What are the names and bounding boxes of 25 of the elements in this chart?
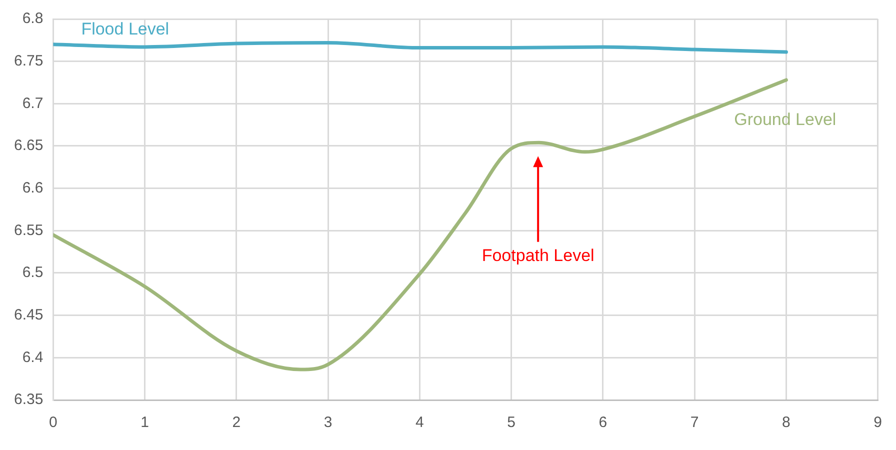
x-tick-label: 5 <box>507 414 516 432</box>
x-tick-label: 1 <box>140 414 149 432</box>
series-label: Flood Level <box>81 20 170 39</box>
x-tick-label: 2 <box>232 414 241 432</box>
series-label: Ground Level <box>734 110 836 130</box>
x-tick-label: 0 <box>49 414 58 432</box>
line-series <box>53 40 788 54</box>
y-tick-label: 6.6 <box>22 179 44 196</box>
line-series <box>53 78 788 372</box>
y-tick-label: 6.8 <box>22 10 44 28</box>
y-tick-label: 6.4 <box>22 348 44 366</box>
y-tick-label: 6.75 <box>14 52 44 70</box>
y-tick-label: 6.35 <box>14 391 44 408</box>
y-tick-label: 6.65 <box>14 137 44 154</box>
x-tick-label: 7 <box>690 414 699 432</box>
annotation: Footpath Level <box>482 246 594 266</box>
y-tick-label: 6.45 <box>14 306 44 324</box>
x-tick-label: 8 <box>782 414 790 432</box>
x-tick-label: 4 <box>416 414 424 432</box>
y-tick-label: 6.55 <box>14 222 44 239</box>
x-tick-label: 6 <box>598 414 608 432</box>
x-tick-label: 9 <box>874 414 882 432</box>
y-tick-label: 6.5 <box>22 264 44 282</box>
x-tick-label: 3 <box>324 414 332 432</box>
y-tick-label: 6.7 <box>22 94 44 112</box>
